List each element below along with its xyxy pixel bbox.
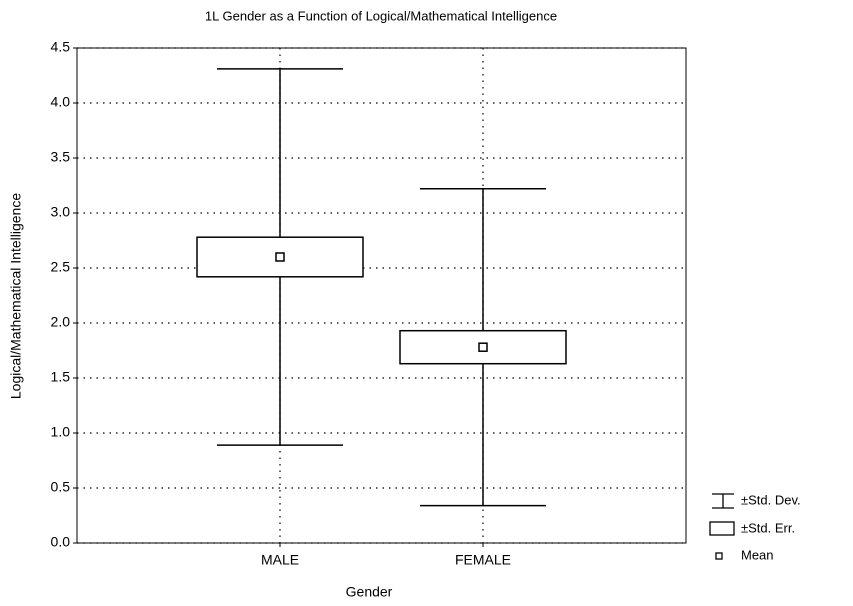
y-tick-label: 2.5 [51, 259, 71, 275]
x-axis-label: Gender [346, 584, 393, 600]
y-tick-label: 0.5 [51, 479, 71, 495]
legend-label: ±Std. Dev. [741, 492, 801, 507]
y-tick-label: 1.5 [51, 369, 71, 385]
y-tick-label: 2.0 [51, 314, 71, 330]
mean-marker [478, 342, 488, 352]
y-tick-label: 4.0 [51, 94, 71, 110]
plot-frame [76, 47, 687, 544]
y-tick-label: 3.0 [51, 204, 71, 220]
legend-se-icon [709, 521, 735, 536]
y-axis-label: Logical/Mathematical Intelligence [8, 193, 24, 399]
chart-title: 1L Gender as a Function of Logical/Mathe… [205, 8, 557, 23]
y-tick-label: 3.5 [51, 149, 71, 165]
mean-marker [275, 252, 285, 262]
legend-label: Mean [741, 547, 774, 562]
x-tick-label: FEMALE [455, 552, 511, 568]
y-tick-label: 0.0 [51, 534, 71, 550]
x-tick-label: MALE [261, 552, 299, 568]
legend-mean-icon [715, 552, 723, 560]
legend-label: ±Std. Err. [741, 520, 795, 535]
box [196, 236, 364, 278]
legend-sd-icon [712, 493, 734, 509]
box [399, 329, 567, 365]
y-tick-label: 1.0 [51, 424, 71, 440]
y-tick-label: 4.5 [51, 39, 71, 55]
